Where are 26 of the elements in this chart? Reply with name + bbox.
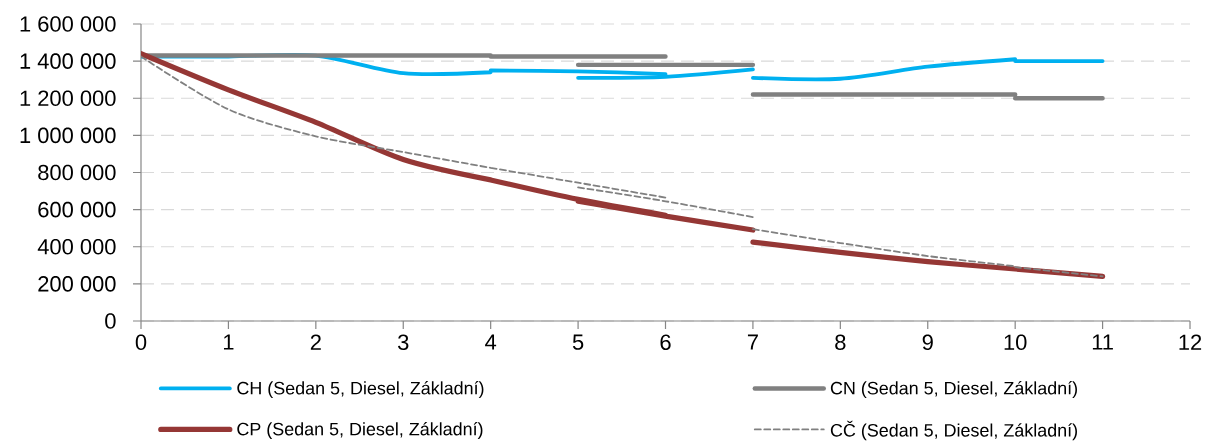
x-tick-label: 5 bbox=[572, 334, 584, 350]
x-tick-label: 4 bbox=[485, 334, 497, 350]
y-tick-label: 1 600 000 bbox=[20, 16, 116, 32]
x-tick-label: 9 bbox=[922, 334, 933, 351]
legend-label: CČ (Sedan 5, Diesel, Základní) bbox=[830, 420, 1077, 441]
y-tick-label: 1 000 000 bbox=[20, 127, 116, 144]
x-tick-label: 6 bbox=[660, 334, 671, 351]
legend-label: CP (Sedan 5, Diesel, Základní) bbox=[237, 422, 483, 439]
x-tick-label: 2 bbox=[310, 334, 321, 350]
legend-label: CN (Sedan 5, Diesel, Základní) bbox=[830, 381, 1077, 399]
y-tick-label: 1 200 000 bbox=[20, 90, 116, 107]
x-tick-label: 7 bbox=[747, 334, 758, 350]
y-tick-label: 600 000 bbox=[38, 201, 116, 218]
y-tick-label: 200 000 bbox=[38, 276, 116, 292]
legend-label: CH (Sedan 5, Diesel, Základní) bbox=[237, 381, 484, 399]
x-tick-label: 10 bbox=[1004, 334, 1027, 351]
y-tick-label: 1 400 000 bbox=[20, 53, 116, 69]
x-tick-label: 1 bbox=[223, 334, 234, 350]
x-tick-label: 11 bbox=[1092, 334, 1113, 350]
x-tick-label: 3 bbox=[397, 334, 409, 351]
y-tick-label: 0 bbox=[105, 313, 116, 329]
y-tick-label: 800 000 bbox=[38, 164, 116, 181]
x-tick-label: 0 bbox=[135, 334, 147, 351]
x-tick-label: 8 bbox=[835, 334, 846, 351]
x-tick-label: 12 bbox=[1179, 334, 1202, 350]
y-tick-label: 400 000 bbox=[37, 238, 116, 255]
